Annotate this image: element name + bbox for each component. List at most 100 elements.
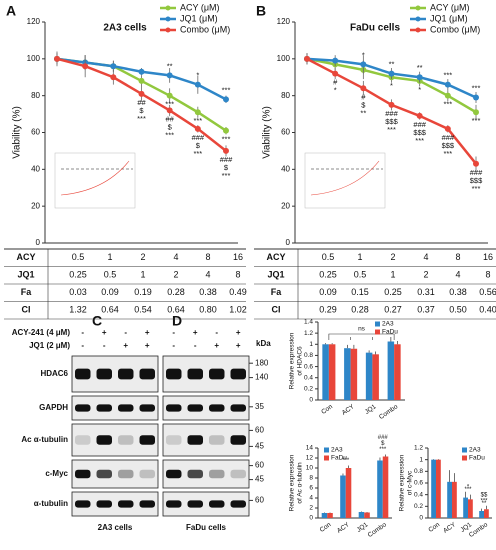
point <box>388 70 395 77</box>
sign: + <box>145 328 150 337</box>
kda-unit: kDa <box>256 339 271 348</box>
significance: $ <box>139 106 144 115</box>
protein-label: c-Myc <box>45 469 68 478</box>
significance: *** <box>193 116 202 125</box>
cell: 0.09 <box>319 287 337 297</box>
legend-label: JQ1 (μM) <box>430 13 468 23</box>
panel-label: C <box>92 313 102 329</box>
point <box>223 127 229 134</box>
significance: *** <box>472 184 481 193</box>
cell: 0.31 <box>417 287 435 297</box>
x-tick-label: Combo <box>378 403 399 421</box>
inset-curve <box>60 160 130 196</box>
bar <box>344 348 351 400</box>
legend-marker <box>165 27 171 33</box>
cell: 0.5 <box>354 270 367 280</box>
sign: - <box>103 341 106 350</box>
band <box>96 435 112 445</box>
significance: *** <box>464 487 472 493</box>
x-tick-label: JQ1 <box>364 403 378 416</box>
y-tick-label: 0 <box>309 397 313 404</box>
x-tick-label: ACY <box>341 403 357 417</box>
band <box>209 500 225 508</box>
band <box>118 368 134 380</box>
legend-label: 2A3 <box>331 447 343 454</box>
point <box>388 101 395 108</box>
significance: ** <box>389 60 395 69</box>
significance: *** <box>165 130 174 139</box>
x-tick-label: Con <box>320 403 334 416</box>
point <box>444 81 451 88</box>
legend-marker <box>415 16 421 22</box>
y-tick-label: 1 <box>419 456 423 463</box>
band <box>230 500 246 508</box>
y-tick-label: 40 <box>281 164 290 173</box>
y-tick-label: 1.2 <box>414 445 423 452</box>
y-tick-label: 120 <box>277 17 291 26</box>
y-tick-label: 0 <box>419 515 423 522</box>
cell: 1.32 <box>69 305 87 315</box>
row-label: JQ1 <box>267 270 284 280</box>
significance: *** <box>379 447 387 453</box>
y-tick-label: 60 <box>31 128 40 137</box>
sign: + <box>236 341 241 350</box>
cell: 0.28 <box>351 305 369 315</box>
band <box>166 469 182 479</box>
protein-label: HDAC6 <box>40 369 68 378</box>
kda-marker: 35 <box>255 402 264 411</box>
y-tick-label: 20 <box>281 201 290 210</box>
row-label: Fa <box>21 287 32 297</box>
bar <box>358 512 365 518</box>
cell: 0.49 <box>229 287 247 297</box>
cell: 0.5 <box>322 252 335 262</box>
band <box>75 469 91 479</box>
axis-label: Relative expression <box>289 454 296 511</box>
cell: 0.38 <box>199 287 217 297</box>
point <box>416 74 423 81</box>
significance: *** <box>222 135 231 144</box>
bar <box>327 513 333 518</box>
significance: ### <box>470 168 483 177</box>
kda-marker: 45 <box>255 475 264 484</box>
bar <box>431 459 436 518</box>
cell: 0.03 <box>69 287 87 297</box>
significance: ## <box>165 114 174 123</box>
y-tick-label: 40 <box>31 164 40 173</box>
band <box>209 435 225 445</box>
protein-label: Ac α-tubulin <box>21 435 68 444</box>
y-tick-label: 6 <box>309 485 313 492</box>
y-tick-label: 0.2 <box>414 503 423 510</box>
kda-marker: 180 <box>255 358 269 367</box>
cell: 0.19 <box>134 287 152 297</box>
bar <box>447 481 452 518</box>
band <box>166 500 182 508</box>
bar <box>463 497 468 518</box>
bar <box>328 344 336 400</box>
significance: ### <box>220 155 233 164</box>
significance: # <box>361 92 366 101</box>
cell: 4 <box>205 270 210 280</box>
significance: $$$ <box>470 176 483 185</box>
significance: ** <box>417 63 423 72</box>
significance: *** <box>193 149 202 158</box>
legend-swatch <box>324 447 329 453</box>
cell: 8 <box>485 270 490 280</box>
band <box>139 469 155 479</box>
point <box>473 109 479 116</box>
cell: 0.25 <box>384 287 402 297</box>
band <box>230 435 246 445</box>
legend-label: Combo (μM) <box>180 24 230 34</box>
point <box>110 63 117 70</box>
point <box>473 94 479 101</box>
band <box>187 368 203 380</box>
chart-title: 2A3 cells <box>103 23 147 34</box>
point <box>166 72 173 79</box>
bar <box>452 481 457 518</box>
legend-swatch <box>462 455 467 461</box>
y-tick-label: 60 <box>281 128 290 137</box>
y-tick-label: 1.4 <box>304 319 313 326</box>
y-tick-label: 20 <box>31 201 40 210</box>
axis-label: Relative expression <box>399 454 406 511</box>
point <box>82 63 89 70</box>
